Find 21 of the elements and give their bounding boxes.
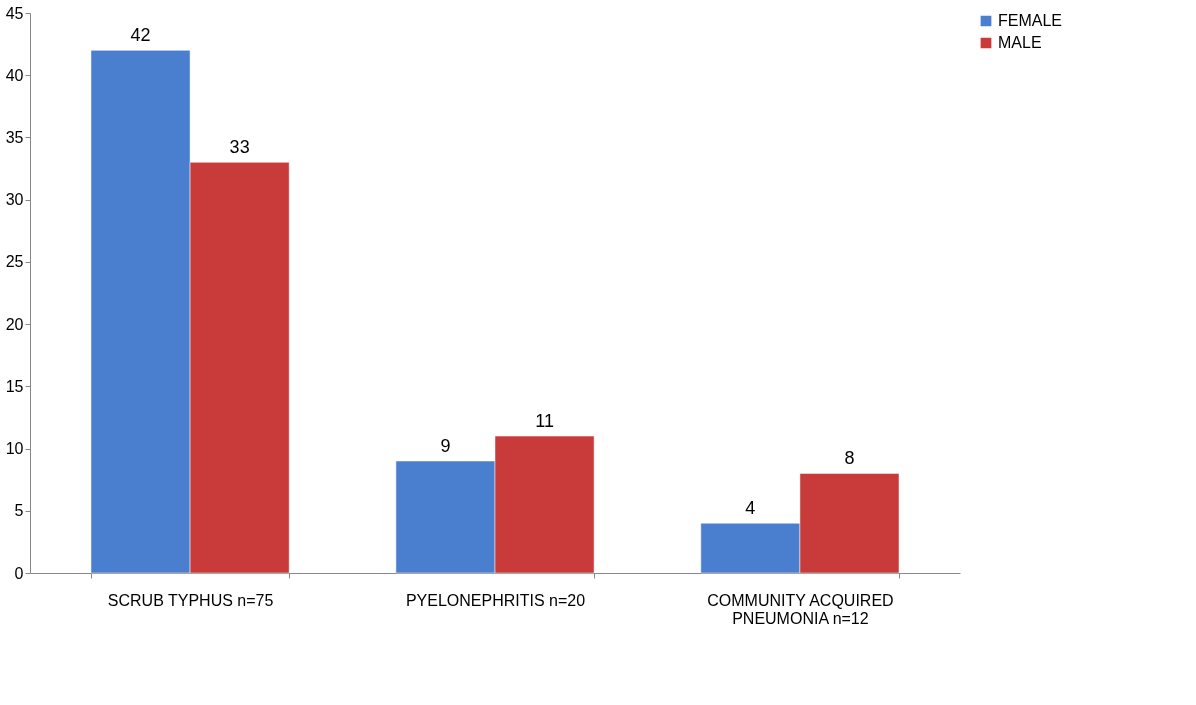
- y-tick-label: 10: [5, 440, 24, 458]
- y-tick-label: 20: [5, 315, 24, 333]
- data-label: 4: [745, 498, 756, 519]
- y-tick-label: 0: [14, 564, 24, 582]
- data-label: 11: [535, 411, 554, 432]
- y-tick-label: 45: [5, 4, 24, 22]
- y-tick-label: 40: [5, 66, 24, 84]
- x-tick-label: COMMUNITY ACQUIRED PNEUMONIA n=12: [707, 591, 894, 627]
- y-tick-label: 35: [5, 128, 24, 146]
- y-tick-label: 15: [5, 377, 24, 395]
- y-tick-label: 30: [5, 191, 24, 209]
- data-label: 42: [130, 25, 151, 46]
- legend-label: MALE: [998, 34, 1042, 51]
- y-tick-label: 25: [5, 253, 24, 271]
- x-tick-label: PYELONEPHRITIS n=20: [405, 591, 586, 609]
- data-label: 8: [844, 448, 855, 469]
- data-label: 33: [229, 137, 250, 158]
- legend-label: FEMALE: [998, 12, 1063, 29]
- x-tick-label: SCRUB TYPHUS n=75: [107, 591, 274, 609]
- y-tick-label: 5: [14, 502, 24, 520]
- data-label: 9: [440, 436, 451, 456]
